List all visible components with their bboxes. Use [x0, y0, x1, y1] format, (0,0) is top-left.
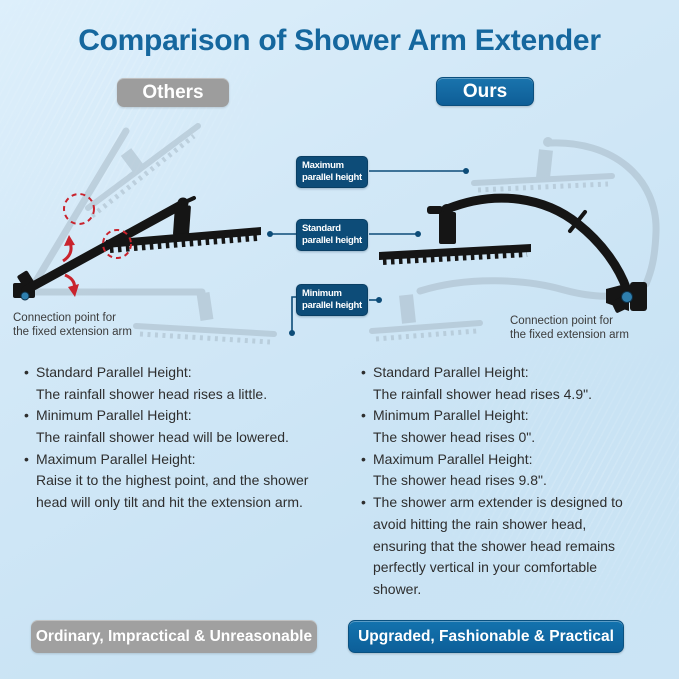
others-column-badge: Others: [117, 78, 229, 107]
others-arm-illustration: [13, 123, 277, 345]
point-desc: The shower head rises 9.8".: [373, 472, 547, 489]
bullet-icon: •: [361, 450, 366, 467]
ours-column-badge: Ours: [436, 77, 534, 106]
point-desc: The rainfall shower head will be lowered…: [36, 429, 289, 446]
background-streaks-bottomright: [430, 330, 679, 630]
list-item: • Maximum Parallel Height: Raise it to t…: [24, 449, 336, 514]
point-title: Standard Parallel Height:: [373, 364, 529, 380]
ours-points-list: • Standard Parallel Height: The rainfall…: [361, 362, 623, 601]
ours-arm-illustration: [369, 137, 660, 342]
bullet-icon: •: [24, 364, 29, 380]
list-item: • The shower arm extender is designed to…: [361, 492, 623, 600]
point-desc: The rainfall shower head rises a little.: [36, 385, 268, 402]
others-min-ghost-arm: [26, 288, 277, 345]
ours-verdict-badge: Upgraded, Fashionable & Practical: [348, 620, 624, 653]
others-points-list: • Standard Parallel Height: The rainfall…: [24, 362, 336, 514]
point-desc: Raise it to the highest point, and the s…: [36, 472, 309, 511]
bullet-icon: •: [24, 407, 29, 424]
list-item: • Minimum Parallel Height: The rainfall …: [24, 405, 336, 448]
point-title: Standard Parallel Height:: [36, 364, 192, 380]
point-title: Minimum Parallel Height:: [373, 407, 529, 424]
list-item: • Standard Parallel Height: The rainfall…: [24, 362, 336, 405]
ours-min-ghost-arm: [369, 277, 624, 342]
problem-highlight-circles: [63, 193, 132, 259]
point-title: Minimum Parallel Height:: [36, 407, 192, 424]
label-maximum-parallel-height: Maximum parallel height: [296, 156, 368, 188]
others-connection-note: Connection point for the fixed extension…: [13, 312, 132, 339]
others-max-ghost-arm: [26, 123, 201, 295]
ours-connection-note: Connection point for the fixed extension…: [510, 315, 629, 342]
bullet-icon: •: [24, 450, 29, 467]
label-standard-parallel-height: Standard parallel height: [296, 219, 368, 251]
bullet-icon: •: [361, 364, 366, 380]
others-verdict-badge: Ordinary, Impractical & Unreasonable: [31, 620, 317, 653]
others-standard-arm: [13, 196, 261, 301]
ours-standard-arm: [379, 193, 647, 313]
bullet-icon: •: [361, 407, 366, 424]
point-title: Maximum Parallel Height:: [36, 450, 196, 467]
label-minimum-parallel-height: Minimum parallel height: [296, 284, 368, 316]
list-item: • Maximum Parallel Height: The shower he…: [361, 449, 623, 492]
background-streaks-topleft: [0, 0, 270, 260]
ours-max-ghost-arm: [471, 137, 660, 288]
point-desc: The shower head rises 0".: [373, 429, 536, 446]
rotation-arrow-icons: [62, 235, 79, 297]
point-desc: The shower arm extender is designed to a…: [373, 494, 623, 597]
list-item: • Standard Parallel Height: The rainfall…: [361, 362, 623, 405]
point-title: Maximum Parallel Height:: [373, 450, 533, 467]
point-desc: The rainfall shower head rises 4.9".: [373, 385, 592, 402]
label-connector-lines: [267, 168, 469, 336]
list-item: • Minimum Parallel Height: The shower he…: [361, 405, 623, 448]
bullet-icon: •: [361, 494, 366, 511]
page-title: Comparison of Shower Arm Extender: [78, 24, 601, 57]
